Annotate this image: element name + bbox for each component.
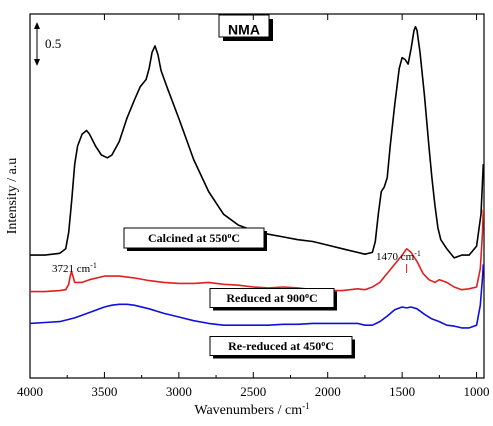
x-tick-label: 2500 [240,384,266,399]
x-axis-title-sup: -1 [302,401,310,411]
y-axis-title: Intensity / a.u [5,158,20,235]
series-label-3: Re-reduced at 450oC [209,336,355,359]
series-line-3 [29,264,485,329]
scale-bar-label: 0.5 [45,36,61,51]
x-tick-label: 2000 [315,384,341,399]
series-label-layer: Calcined at 550oC Reduced at 900oC Re-redu… [123,227,355,359]
series-label-text: Calcined at 550oC [148,231,240,246]
series-label-text: Re-reduced at 450oC [228,339,334,354]
series-label-box [123,227,265,249]
series-layer [29,25,485,329]
series-label-box [209,288,335,308]
annotation-2: 1470 cm-1 [376,249,421,264]
x-tick-label: 4000 [17,384,43,399]
x-tick-label: 3000 [166,384,192,399]
x-axis-ticks: 4000 3500 3000 2500 2000 1500 1000 [17,14,490,399]
x-tick-label: 1500 [389,384,415,399]
series-label-box [209,336,353,356]
series-line-1 [30,25,485,259]
x-axis-title: Wavenumbers / cm-1 [194,401,309,418]
chart-title-box: NMA [218,14,273,41]
x-tick-label: 1000 [464,384,490,399]
annotation-layer: 3721 cm-1 1470 cm-1 [52,249,421,276]
chart-title: NMA [228,22,260,38]
plot-frame [29,13,485,379]
annotation-1: 3721 cm-1 [52,261,97,276]
x-axis-title-base: Wavenumbers / cm [194,403,302,418]
x-tick-label: 3500 [91,384,117,399]
series-label-2: Reduced at 900oC [209,288,337,311]
scale-bar: 0.5 [34,22,61,66]
series-label-1: Calcined at 550oC [123,227,267,251]
series-label-text: Reduced at 900oC [226,291,317,306]
